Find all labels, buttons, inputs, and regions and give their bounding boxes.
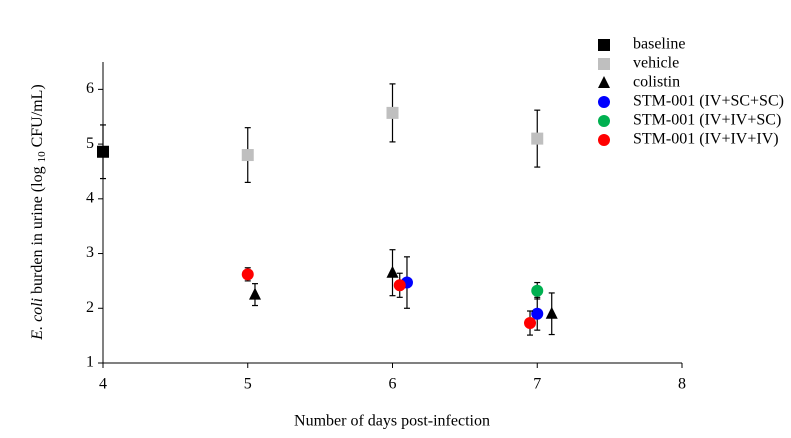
legend-label: STM-001 (IV+IV+SC) [633,112,781,129]
marker-circle [241,268,254,281]
marker-circle [524,317,537,330]
y-tick-label: 1 [86,354,94,371]
marker-square [598,58,610,70]
y-label-text: burden in urine (log [29,166,46,294]
marker-triangle [248,287,261,300]
legend-label: STM-001 (IV+IV+IV) [633,131,779,148]
legend-label: baseline [633,36,685,53]
y-label-italic: E. coli [29,298,46,341]
marker-square [598,39,610,51]
y-axis-label: E. coli burden in urine (log 10 CFU/mL) [29,84,50,340]
y-label-subscript: 10 [36,151,48,163]
y-label-unit: CFU/mL) [29,84,46,147]
marker-square [531,132,544,145]
x-tick-label: 4 [99,376,107,393]
marker-circle [531,284,544,297]
marker-circle [531,307,544,320]
marker-triangle [598,76,610,88]
y-tick-label: 4 [86,189,94,206]
marker-square [386,106,399,119]
legend-label: STM-001 (IV+SC+SC) [633,93,784,110]
marker-circle [598,115,610,127]
y-tick-label: 5 [86,135,94,152]
x-axis-label: Number of days post-infection [294,413,490,430]
y-tick-label: 6 [86,80,94,97]
marker-circle [598,134,610,146]
x-tick-label: 5 [244,376,252,393]
marker-circle [598,96,610,108]
marker-circle [393,279,406,292]
x-tick-label: 8 [678,376,686,393]
legend-label: colistin [633,74,680,91]
x-tick-label: 7 [533,376,541,393]
marker-triangle [386,265,399,278]
y-tick-label: 2 [86,299,94,316]
legend-label: vehicle [633,55,679,72]
marker-square [97,145,109,158]
marker-triangle [545,306,558,319]
y-tick-label: 3 [86,244,94,261]
x-tick-label: 6 [389,376,397,393]
marker-square [241,149,254,162]
